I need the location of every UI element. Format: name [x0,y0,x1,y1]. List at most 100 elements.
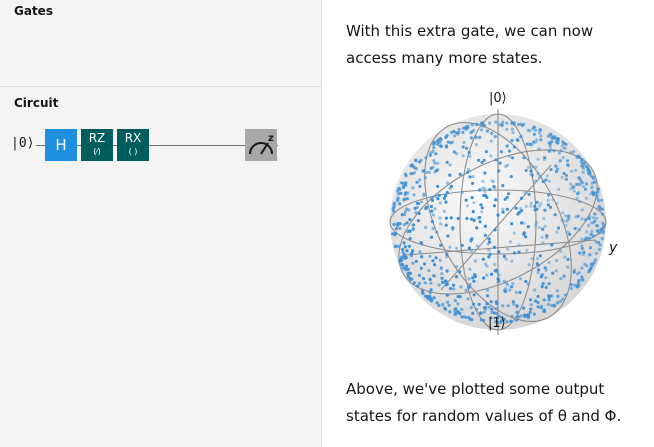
state-point [536,270,540,275]
state-point [596,187,600,191]
state-point [435,230,439,234]
state-point [428,291,432,295]
circuit-canvas[interactable]: |0⟩ H RZ (⁄) RX ( ) z [0,120,321,172]
rx-gate-label: RX [124,131,142,145]
state-point [514,206,518,210]
state-point [482,158,486,162]
state-point [482,276,486,280]
state-point [592,180,596,184]
state-point [582,250,586,254]
state-point [461,154,465,158]
state-point [449,130,453,135]
state-point [592,176,596,181]
state-point [481,186,485,190]
state-point [462,140,466,145]
state-point [445,293,449,297]
state-point [551,198,555,202]
state-point [475,244,479,248]
state-point [457,130,461,134]
state-point [580,164,584,168]
state-point [561,211,565,215]
state-point [576,214,580,218]
state-point [436,142,440,146]
state-point [468,282,472,287]
state-point [489,300,493,304]
state-point [499,150,503,154]
state-point [406,275,410,279]
state-point [479,318,483,322]
state-point [423,262,427,266]
state-point [480,128,484,132]
state-point [519,314,523,318]
state-point [507,149,511,153]
state-point [549,294,553,298]
state-point [595,216,599,220]
state-point [559,299,563,303]
state-point [403,210,407,214]
state-point [564,214,568,218]
state-point [548,144,552,148]
state-point [438,216,442,220]
state-point [416,284,420,288]
state-point [528,129,532,133]
state-point [590,229,594,233]
state-point [458,270,462,274]
state-point [588,253,592,257]
state-point [446,300,450,304]
state-point [594,251,598,255]
state-point [399,257,404,261]
state-point [439,138,443,142]
state-point [422,192,426,196]
state-point [577,176,581,180]
state-point [480,210,484,214]
state-point [600,237,604,241]
state-point [393,231,398,235]
state-point [575,196,579,200]
state-point [578,183,582,187]
state-point [407,244,411,248]
state-point [485,129,490,133]
rx-gate[interactable]: RX ( ) [117,129,149,161]
state-point [472,293,476,297]
state-point [427,170,432,174]
state-point [587,270,591,274]
state-point [415,180,419,184]
state-point [509,175,513,179]
state-point [546,134,551,138]
state-point [534,165,538,169]
state-point [566,265,570,269]
state-point [556,301,560,305]
state-point [577,190,581,195]
state-point [470,130,474,134]
state-point [478,188,482,192]
state-point [536,294,540,299]
state-point [487,248,491,252]
state-point [511,300,515,304]
state-point [419,241,423,245]
state-point [541,227,545,231]
state-point [469,238,473,242]
state-point [430,299,434,303]
state-point [601,212,605,216]
state-point [550,243,554,247]
state-point [567,214,571,218]
state-point [440,272,444,276]
state-point [502,317,506,321]
state-point [441,280,445,284]
state-point [449,141,453,145]
rz-gate[interactable]: RZ (⁄) [81,129,113,161]
state-point [461,130,465,134]
state-point [597,247,601,252]
state-point [493,228,497,232]
state-point [559,277,563,281]
state-point [533,204,537,208]
state-point [585,182,589,186]
state-point [560,144,564,148]
measure-gate[interactable]: z [245,129,277,161]
state-point [430,198,435,202]
state-point [575,182,579,186]
h-gate[interactable]: H [45,129,77,161]
state-point [580,237,584,241]
state-point [519,209,524,213]
state-point [444,280,448,284]
